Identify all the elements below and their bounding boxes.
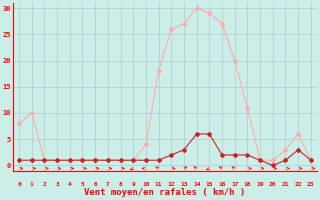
X-axis label: Vent moyen/en rafales ( km/h ): Vent moyen/en rafales ( km/h ) (84, 188, 245, 197)
